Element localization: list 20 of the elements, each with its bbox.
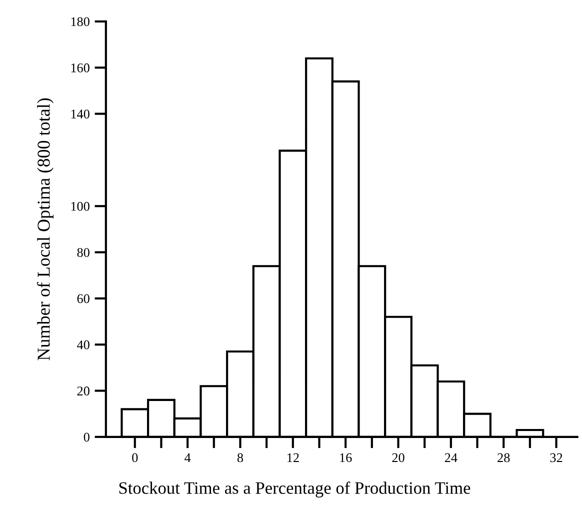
y-axis-title: Number of Local Optima (800 total) bbox=[36, 98, 54, 360]
x-tick-label: 8 bbox=[237, 453, 244, 462]
y-tick-label: 140 bbox=[71, 110, 90, 118]
x-axis-title: Stockout Time as a Percentage of Production Time bbox=[119, 482, 470, 498]
x-tick-label: 24 bbox=[444, 453, 458, 462]
y-tick-label: 60 bbox=[77, 294, 90, 304]
y-tick-label: 80 bbox=[77, 248, 90, 257]
x-tick-label: 32 bbox=[550, 453, 562, 462]
x-tick-label: 20 bbox=[392, 453, 404, 462]
y-tick-label: 160 bbox=[71, 63, 90, 72]
x-tick-label: 16 bbox=[340, 453, 352, 462]
y-tick-label: 20 bbox=[77, 386, 90, 396]
y-tick-label: 40 bbox=[77, 340, 90, 350]
y-tick-label: 0 bbox=[84, 432, 90, 442]
x-tick-label: 0 bbox=[132, 453, 138, 462]
y-tick-label: 100 bbox=[71, 202, 90, 211]
x-tick-label: 28 bbox=[498, 453, 510, 462]
x-tick-label: 12 bbox=[287, 453, 299, 462]
y-tick-label: 180 bbox=[71, 17, 90, 26]
x-tick-label: 4 bbox=[184, 453, 191, 462]
